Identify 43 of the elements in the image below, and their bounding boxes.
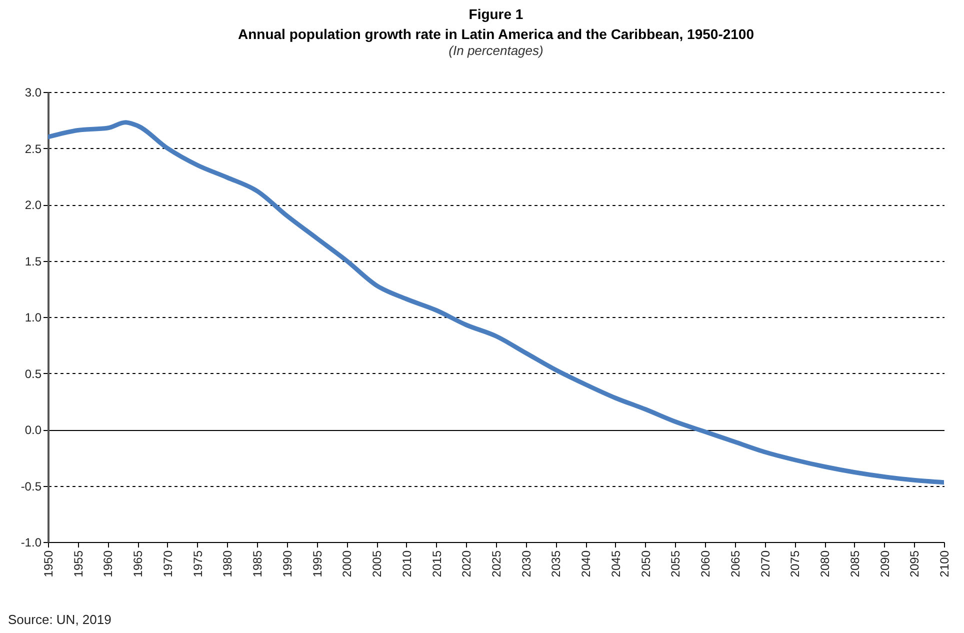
x-tick-label: 1975 — [190, 550, 205, 578]
x-tick-label: 2045 — [608, 550, 623, 578]
x-tick-label: 1950 — [42, 550, 56, 578]
x-tick-label: 1960 — [101, 550, 116, 578]
x-tick-label: 2075 — [788, 550, 802, 578]
x-tick-label: 1995 — [310, 550, 324, 578]
y-tick-label: -0.5 — [20, 479, 42, 494]
x-tick-label: 2010 — [400, 550, 414, 578]
chart-subtitle: (In percentages) — [448, 43, 544, 58]
y-tick-label: 2.5 — [24, 142, 42, 156]
x-tick-label: 1990 — [280, 550, 294, 578]
x-tick-label: 2070 — [758, 550, 772, 578]
x-tick-label: 2025 — [490, 550, 504, 578]
x-tick-label: 2055 — [668, 550, 683, 578]
x-tick-label: 2005 — [370, 550, 384, 578]
x-tick-label: 2080 — [818, 550, 832, 578]
x-tick-label: 2040 — [579, 550, 594, 578]
x-tick-label: 2060 — [698, 550, 713, 578]
x-tick-label: 2100 — [938, 550, 952, 578]
x-tick-label: 2085 — [848, 550, 862, 578]
x-tick-label: 1985 — [250, 550, 265, 578]
source-note: Source: UN, 2019 — [8, 612, 112, 627]
x-tick-label: 2050 — [638, 550, 653, 578]
x-tick-label: 2000 — [340, 550, 354, 578]
x-tick-label: 1965 — [131, 550, 146, 578]
chart-title: Figure 1 Annual population growth rate in Latin America and the Caribbean, 1950-2100 — [238, 6, 754, 42]
y-tick-label: 3.0 — [24, 86, 42, 100]
y-tick-label: 1.5 — [24, 254, 42, 268]
x-tick-label: 1970 — [160, 550, 175, 578]
x-tick-label: 2065 — [728, 550, 742, 578]
x-tick-label: 2035 — [549, 550, 564, 578]
y-tick-label: 0.0 — [24, 423, 42, 437]
y-tick-label: -1.0 — [20, 536, 42, 550]
y-tick-label: 2.0 — [24, 198, 42, 212]
x-tick-label: 2030 — [519, 550, 534, 578]
x-tick-label: 2095 — [908, 550, 922, 578]
x-tick-label: 2020 — [460, 550, 474, 578]
x-tick-label: 1955 — [71, 550, 86, 578]
y-tick-label: 1.0 — [24, 310, 42, 324]
x-tick-label: 2015 — [430, 550, 444, 578]
x-tick-label: 2090 — [878, 550, 892, 578]
y-tick-label: 0.5 — [24, 366, 42, 381]
x-tick-label: 1980 — [220, 550, 235, 578]
